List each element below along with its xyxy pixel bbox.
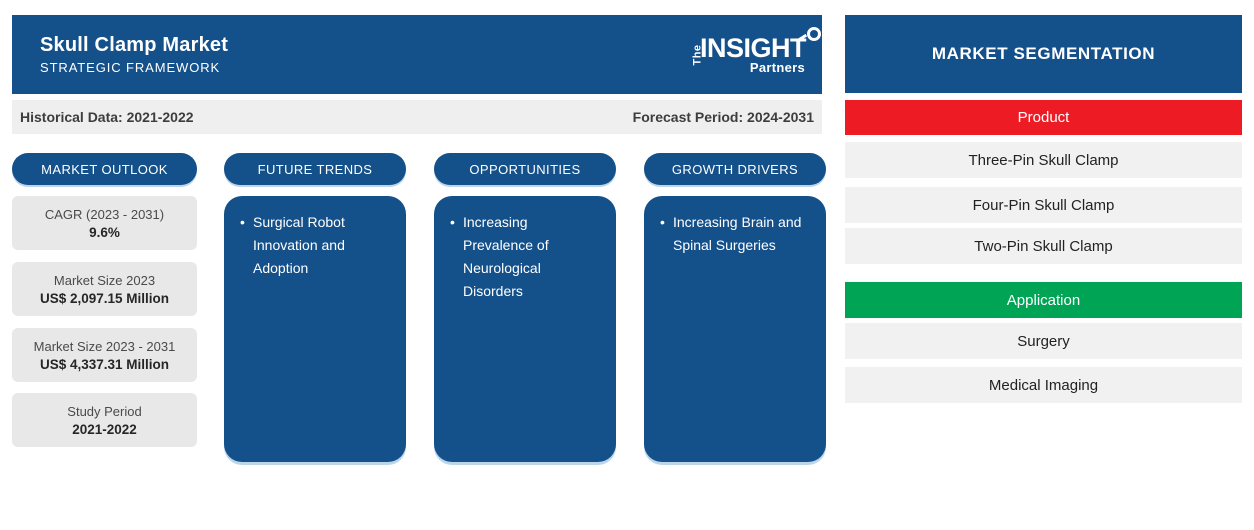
segment-item: Medical Imaging: [845, 367, 1242, 403]
stat-value: US$ 4,337.31 Million: [39, 356, 170, 372]
segment-item: Three-Pin Skull Clamp: [845, 142, 1242, 178]
segment-item: Surgery: [845, 323, 1242, 359]
opportunities-pill: OPPORTUNITIES: [434, 153, 616, 185]
market-outlook-pill: MARKET OUTLOOK: [12, 153, 197, 185]
stat-label: Market Size 2023 - 2031: [33, 338, 176, 354]
stat-box-cagr: CAGR (2023 - 2031) 9.6%: [12, 196, 197, 250]
growth-drivers-pill: GROWTH DRIVERS: [644, 153, 826, 185]
opportunities-list: Increasing Prevalence of Neurological Di…: [450, 211, 595, 303]
stat-value: 2021-2022: [72, 421, 137, 437]
opportunities-box: Increasing Prevalence of Neurological Di…: [434, 196, 616, 462]
report-header: Skull Clamp Market STRATEGIC FRAMEWORK T…: [12, 15, 822, 94]
segment-group-product: Product: [845, 100, 1242, 135]
forecast-period-label: Forecast Period: 2024-2031: [632, 109, 814, 125]
segment-group-application: Application: [845, 282, 1242, 318]
stat-label: CAGR (2023 - 2031): [44, 206, 165, 222]
report-header-text: Skull Clamp Market STRATEGIC FRAMEWORK: [12, 34, 228, 75]
logo-insight-wrap: INSIGHT: [699, 26, 821, 63]
future-trends-pill: FUTURE TRENDS: [224, 153, 406, 185]
segment-item: Four-Pin Skull Clamp: [845, 187, 1242, 223]
growth-drivers-list: Increasing Brain and Spinal Surgeries: [660, 211, 805, 257]
segment-item: Two-Pin Skull Clamp: [845, 228, 1242, 264]
growth-drivers-box: Increasing Brain and Spinal Surgeries: [644, 196, 826, 462]
magnifier-circle-icon: [807, 26, 821, 41]
market-segmentation-header: MARKET SEGMENTATION: [845, 15, 1242, 93]
stat-box-study-period: Study Period 2021-2022: [12, 393, 197, 447]
page-subtitle: STRATEGIC FRAMEWORK: [40, 60, 221, 75]
list-item: Increasing Prevalence of Neurological Di…: [450, 211, 595, 303]
page-title: Skull Clamp Market: [40, 34, 229, 56]
logo-main: INSIGHT Partners: [699, 26, 821, 75]
stat-box-market-size-2023: Market Size 2023 US$ 2,097.15 Million: [12, 262, 197, 316]
list-item: Surgical Robot Innovation and Adoption: [240, 211, 385, 280]
logo-insight-text: INSIGHT: [699, 32, 807, 63]
stat-label: Market Size 2023: [53, 272, 156, 288]
historical-data-label: Historical Data: 2021-2022: [20, 109, 194, 125]
stat-value: 9.6%: [89, 224, 120, 240]
logo-partners-text: Partners: [749, 59, 805, 75]
stat-value: US$ 2,097.15 Million: [39, 290, 170, 306]
stat-box-market-size-2023-2031: Market Size 2023 - 2031 US$ 4,337.31 Mil…: [12, 328, 197, 382]
insight-partners-logo: The INSIGHT Partners: [687, 26, 821, 75]
period-bar: Historical Data: 2021-2022 Forecast Peri…: [12, 100, 822, 134]
list-item: Increasing Brain and Spinal Surgeries: [660, 211, 805, 257]
stat-label: Study Period: [67, 403, 142, 419]
future-trends-box: Surgical Robot Innovation and Adoption: [224, 196, 406, 462]
future-trends-list: Surgical Robot Innovation and Adoption: [240, 211, 385, 280]
